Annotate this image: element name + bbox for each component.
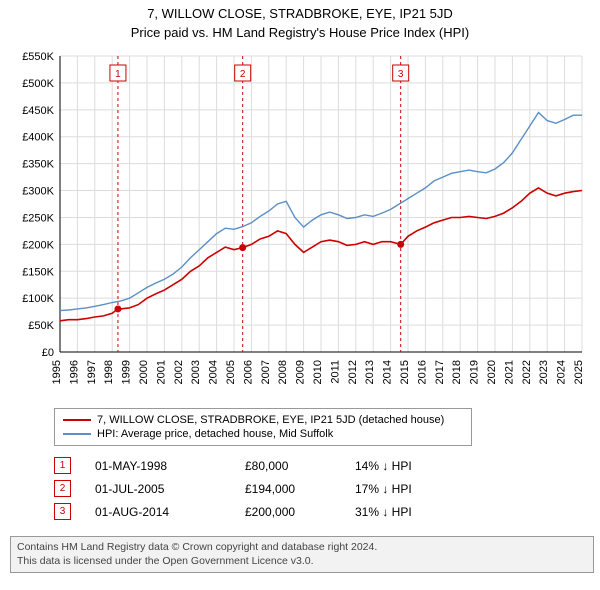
svg-text:1996: 1996 bbox=[68, 360, 80, 384]
table-row: 3 01-AUG-2014 £200,000 31% ↓ HPI bbox=[54, 500, 475, 523]
legend-swatch bbox=[63, 433, 91, 435]
svg-text:3: 3 bbox=[398, 69, 404, 80]
svg-text:£0: £0 bbox=[42, 347, 54, 359]
attribution-footer: Contains HM Land Registry data © Crown c… bbox=[10, 536, 594, 573]
svg-text:2019: 2019 bbox=[469, 360, 481, 384]
svg-text:2021: 2021 bbox=[503, 360, 515, 384]
svg-text:2005: 2005 bbox=[225, 360, 237, 384]
tx-price: £200,000 bbox=[245, 505, 355, 519]
tx-badge: 3 bbox=[54, 503, 71, 520]
svg-text:£100K: £100K bbox=[22, 293, 54, 305]
price-chart: £0 £50K £100K £150K £200K £250K £300K £350K £400… bbox=[10, 48, 590, 398]
tx-diff: 31% ↓ HPI bbox=[355, 505, 475, 519]
page-title-sub: Price paid vs. HM Land Registry's House … bbox=[0, 21, 600, 40]
svg-text:2000: 2000 bbox=[138, 360, 150, 384]
tx-badge: 2 bbox=[54, 480, 71, 497]
svg-text:£450K: £450K bbox=[22, 105, 54, 117]
svg-text:2018: 2018 bbox=[451, 360, 463, 384]
svg-text:2020: 2020 bbox=[486, 360, 498, 384]
svg-text:£150K: £150K bbox=[22, 266, 54, 278]
svg-text:2016: 2016 bbox=[416, 360, 428, 384]
svg-text:2: 2 bbox=[240, 69, 246, 80]
svg-text:2023: 2023 bbox=[538, 360, 550, 384]
svg-text:2017: 2017 bbox=[434, 360, 446, 384]
svg-text:2010: 2010 bbox=[312, 360, 324, 384]
svg-text:2008: 2008 bbox=[277, 360, 289, 384]
svg-text:2001: 2001 bbox=[155, 360, 167, 384]
svg-text:2014: 2014 bbox=[382, 360, 394, 384]
tx-price: £194,000 bbox=[245, 482, 355, 496]
legend-label: HPI: Average price, detached house, Mid … bbox=[97, 428, 333, 440]
svg-text:£550K: £550K bbox=[22, 51, 54, 63]
table-row: 1 01-MAY-1998 £80,000 14% ↓ HPI bbox=[54, 454, 475, 477]
tx-price: £80,000 bbox=[245, 459, 355, 473]
svg-text:2013: 2013 bbox=[364, 360, 376, 384]
svg-text:£300K: £300K bbox=[22, 186, 54, 198]
svg-text:1999: 1999 bbox=[121, 360, 133, 384]
svg-text:2025: 2025 bbox=[573, 360, 585, 384]
table-row: 2 01-JUL-2005 £194,000 17% ↓ HPI bbox=[54, 477, 475, 500]
page-title-address: 7, WILLOW CLOSE, STRADBROKE, EYE, IP21 5… bbox=[0, 0, 600, 21]
svg-text:2022: 2022 bbox=[521, 360, 533, 384]
svg-text:1998: 1998 bbox=[103, 360, 115, 384]
svg-text:£400K: £400K bbox=[22, 132, 54, 144]
tx-date: 01-AUG-2014 bbox=[95, 505, 245, 519]
svg-text:2002: 2002 bbox=[173, 360, 185, 384]
tx-diff: 14% ↓ HPI bbox=[355, 459, 475, 473]
svg-text:1: 1 bbox=[115, 69, 121, 80]
svg-text:£500K: £500K bbox=[22, 78, 54, 90]
chart-legend: 7, WILLOW CLOSE, STRADBROKE, EYE, IP21 5… bbox=[54, 408, 472, 446]
svg-text:£250K: £250K bbox=[22, 212, 54, 224]
svg-text:2024: 2024 bbox=[556, 360, 568, 384]
svg-text:£350K: £350K bbox=[22, 159, 54, 171]
legend-label: 7, WILLOW CLOSE, STRADBROKE, EYE, IP21 5… bbox=[97, 414, 444, 426]
svg-text:2007: 2007 bbox=[260, 360, 272, 384]
transaction-table: 1 01-MAY-1998 £80,000 14% ↓ HPI 2 01-JUL… bbox=[54, 454, 475, 523]
footer-line: Contains HM Land Registry data © Crown c… bbox=[17, 541, 587, 555]
legend-swatch bbox=[63, 419, 91, 421]
svg-text:2004: 2004 bbox=[208, 360, 220, 384]
svg-text:£200K: £200K bbox=[22, 239, 54, 251]
tx-date: 01-JUL-2005 bbox=[95, 482, 245, 496]
tx-diff: 17% ↓ HPI bbox=[355, 482, 475, 496]
svg-text:2009: 2009 bbox=[295, 360, 307, 384]
svg-text:2003: 2003 bbox=[190, 360, 202, 384]
svg-text:2012: 2012 bbox=[347, 360, 359, 384]
tx-badge: 1 bbox=[54, 457, 71, 474]
tx-date: 01-MAY-1998 bbox=[95, 459, 245, 473]
svg-text:2011: 2011 bbox=[329, 360, 341, 384]
svg-text:1997: 1997 bbox=[86, 360, 98, 384]
legend-row: HPI: Average price, detached house, Mid … bbox=[63, 427, 463, 441]
legend-row: 7, WILLOW CLOSE, STRADBROKE, EYE, IP21 5… bbox=[63, 413, 463, 427]
svg-text:2006: 2006 bbox=[242, 360, 254, 384]
footer-line: This data is licensed under the Open Gov… bbox=[17, 555, 587, 569]
svg-text:2015: 2015 bbox=[399, 360, 411, 384]
svg-text:£50K: £50K bbox=[28, 320, 54, 332]
svg-text:1995: 1995 bbox=[51, 360, 63, 384]
